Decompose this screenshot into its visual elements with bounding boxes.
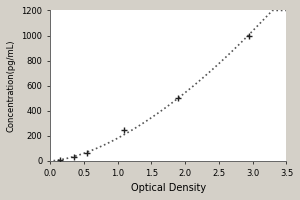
X-axis label: Optical Density: Optical Density <box>131 183 206 193</box>
Y-axis label: Concentration(pg/mL): Concentration(pg/mL) <box>7 39 16 132</box>
